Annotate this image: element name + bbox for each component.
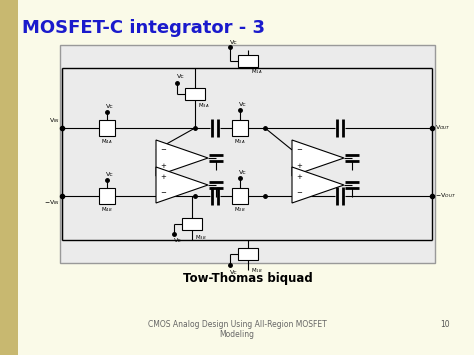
- Text: Vc: Vc: [106, 173, 114, 178]
- Bar: [185, 88, 205, 100]
- Text: Vc: Vc: [106, 104, 114, 109]
- Bar: [99, 120, 115, 136]
- Text: Vc: Vc: [230, 269, 238, 274]
- Text: +: +: [160, 163, 166, 169]
- Text: +: +: [296, 174, 302, 180]
- Text: Vc: Vc: [230, 39, 238, 44]
- Text: Vc: Vc: [174, 237, 182, 242]
- Bar: [99, 188, 115, 204]
- Text: M$_{1A}$: M$_{1A}$: [251, 67, 263, 76]
- Text: M$_{4B}$: M$_{4B}$: [101, 206, 113, 214]
- Text: −: −: [296, 190, 302, 196]
- Text: −V$_{OUT}$: −V$_{OUT}$: [435, 192, 456, 201]
- Text: −V$_{IN}$: −V$_{IN}$: [44, 198, 60, 207]
- Text: CMOS Analog Design Using All-Region MOSFET
Modeling: CMOS Analog Design Using All-Region MOSF…: [147, 320, 327, 339]
- Text: V$_{IN}$: V$_{IN}$: [49, 116, 60, 125]
- Text: +: +: [296, 163, 302, 169]
- Bar: [60, 45, 435, 263]
- Text: +: +: [160, 174, 166, 180]
- Text: −: −: [160, 147, 166, 153]
- Text: M$_{1B}$: M$_{1B}$: [251, 267, 263, 275]
- Text: 10: 10: [440, 320, 450, 329]
- Text: M$_{3A}$: M$_{3A}$: [198, 102, 210, 110]
- Bar: [238, 248, 258, 260]
- Text: −: −: [296, 147, 302, 153]
- Polygon shape: [292, 167, 344, 203]
- Text: M$_{2B}$: M$_{2B}$: [234, 206, 246, 214]
- Text: Vc: Vc: [177, 75, 185, 80]
- Text: MOSFET-C integrator - 3: MOSFET-C integrator - 3: [22, 19, 265, 37]
- Bar: [182, 218, 202, 230]
- Text: M$_{4A}$: M$_{4A}$: [101, 137, 113, 147]
- Text: V$_{OUT}$: V$_{OUT}$: [435, 124, 451, 132]
- Text: Vc: Vc: [239, 103, 247, 108]
- Polygon shape: [156, 140, 208, 176]
- Polygon shape: [292, 140, 344, 176]
- Text: M$_{2A}$: M$_{2A}$: [234, 137, 246, 147]
- Bar: [238, 55, 258, 67]
- Bar: [232, 188, 248, 204]
- Polygon shape: [156, 167, 208, 203]
- Bar: [0, 0, 18, 355]
- Text: Tow-Thomas biquad: Tow-Thomas biquad: [183, 272, 313, 285]
- Text: −: −: [160, 190, 166, 196]
- Text: M$_{3B}$: M$_{3B}$: [195, 234, 207, 242]
- Bar: [232, 120, 248, 136]
- Text: Vc: Vc: [239, 170, 247, 175]
